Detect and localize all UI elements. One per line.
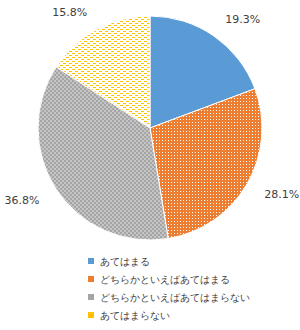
data-label: 15.8% bbox=[52, 6, 87, 19]
data-label: 36.8% bbox=[4, 194, 39, 207]
data-label: 28.1% bbox=[264, 188, 299, 201]
legend-label: あてはまらない bbox=[100, 310, 170, 321]
legend: あてはまるどちらかといえばあてはまるどちらかといえばあてはまらないあてはまらない bbox=[88, 256, 250, 321]
legend-label: どちらかといえばあてはまる bbox=[100, 274, 230, 285]
legend-item: あてはまる bbox=[88, 256, 150, 267]
data-label: 19.3% bbox=[225, 13, 260, 26]
data-labels: 19.3% 28.1% 36.8% 15.8% bbox=[4, 6, 299, 207]
legend-swatch bbox=[88, 312, 94, 318]
legend-item: どちらかといえばあてはまらない bbox=[88, 292, 250, 303]
legend-label: あてはまる bbox=[100, 256, 150, 267]
legend-swatch bbox=[88, 258, 94, 264]
pie bbox=[38, 16, 262, 240]
legend-swatch bbox=[88, 276, 94, 282]
legend-item: あてはまらない bbox=[88, 310, 170, 321]
legend-swatch bbox=[88, 294, 94, 300]
slice bbox=[56, 16, 150, 128]
slice bbox=[150, 89, 262, 239]
chart: 19.3% 28.1% 36.8% 15.8% あてはまるどちらかといえばあてはまるどち… bbox=[0, 0, 300, 330]
legend-label: どちらかといえばあてはまらない bbox=[100, 292, 250, 303]
legend-item: どちらかといえばあてはまる bbox=[88, 274, 230, 285]
